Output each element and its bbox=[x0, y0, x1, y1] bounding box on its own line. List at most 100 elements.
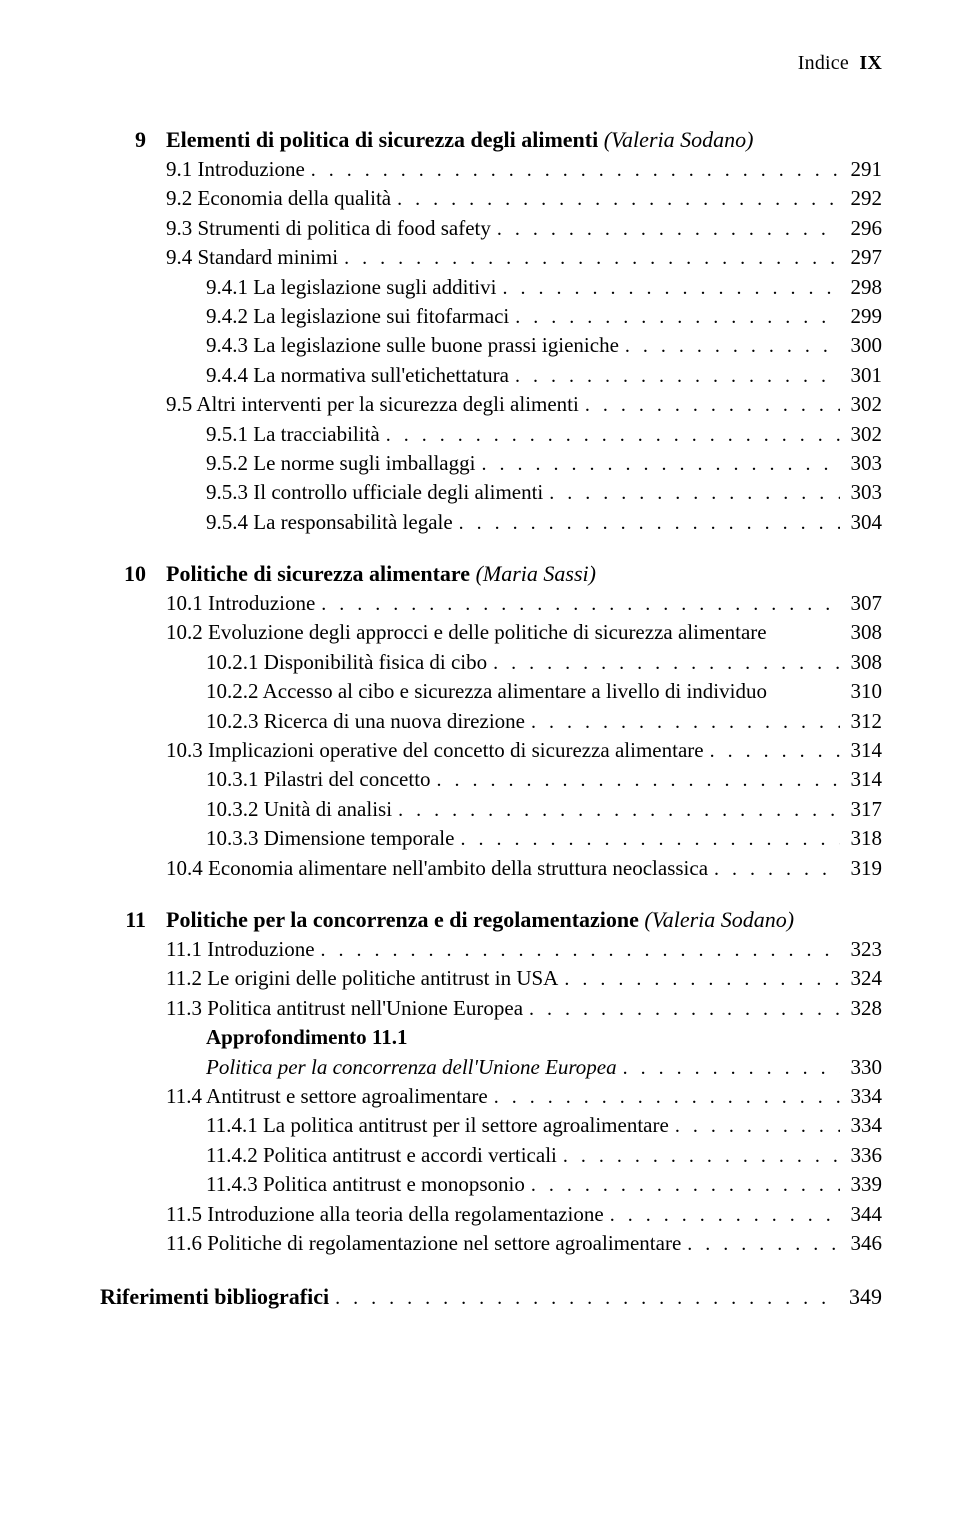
toc-entry: 11.4.2 Politica antitrust e accordi vert… bbox=[100, 1141, 882, 1170]
toc-entry-label: 9.5.3 Il controllo ufficiale degli alime… bbox=[206, 478, 543, 507]
toc-entry-label: 9.3 Strumenti di politica di food safety bbox=[166, 214, 491, 243]
toc-entry-page: 344 bbox=[840, 1200, 882, 1229]
toc-leader: . . . . . . . . . . . . . . . . . . . . … bbox=[617, 1054, 840, 1082]
toc-entry-label: 11.1 Introduzione bbox=[166, 935, 315, 964]
toc-leader: . . . . . . . . . . . . . . . . . . . . … bbox=[681, 1230, 840, 1258]
toc-leader: . . . . . . . . . . . . . . . . . . . . … bbox=[305, 156, 840, 184]
toc-entry-label: 10.2 Evoluzione degli approcci e delle p… bbox=[166, 618, 767, 647]
running-head-label: Indice bbox=[798, 52, 849, 74]
toc-entry-page: 307 bbox=[840, 589, 882, 618]
toc-entry-label: 9.5.1 La tracciabilità bbox=[206, 420, 380, 449]
toc-entry: 10.2 Evoluzione degli approcci e delle p… bbox=[100, 618, 882, 647]
toc-leader: . . . . . . . . . . . . . . . . . . . . … bbox=[315, 590, 840, 618]
toc-entry: 9.4.4 La normativa sull'etichettatura. .… bbox=[100, 361, 882, 390]
toc-entry-label: 11.5 Introduzione alla teoria della rego… bbox=[166, 1200, 604, 1229]
toc-entry-label: 11.4.3 Politica antitrust e monopsonio bbox=[206, 1170, 525, 1199]
toc-entry-page: 308 bbox=[840, 648, 882, 677]
running-head: Indice IX bbox=[100, 52, 882, 75]
toc-entry-page: 328 bbox=[840, 994, 882, 1023]
toc-entry-page: 310 bbox=[840, 677, 882, 706]
toc-leader: . . . . . . . . . . . . . . . . . . . . … bbox=[525, 1171, 840, 1199]
toc-entry: 10.3.3 Dimensione temporale. . . . . . .… bbox=[100, 824, 882, 853]
toc-leader: . . . . . . . . . . . . . . . . . . . . … bbox=[579, 391, 840, 419]
chapter-author: (Maria Sassi) bbox=[476, 561, 596, 586]
chapter-block: 10Politiche di sicurezza alimentare (Mar… bbox=[100, 561, 882, 883]
toc-entry-page: 334 bbox=[840, 1082, 882, 1111]
toc-entry-label: 9.1 Introduzione bbox=[166, 155, 305, 184]
toc-entry-page: 298 bbox=[840, 273, 882, 302]
toc-entry: 10.2.1 Disponibilità fisica di cibo. . .… bbox=[100, 648, 882, 677]
toc-entry-label: 9.4.2 La legislazione sui fitofarmaci bbox=[206, 302, 509, 331]
toc-entry-label: 10.4 Economia alimentare nell'ambito del… bbox=[166, 854, 708, 883]
toc-entry-label: 11.4 Antitrust e settore agroalimentare bbox=[166, 1082, 488, 1111]
toc-entry: 11.2 Le origini delle politiche antitrus… bbox=[100, 964, 882, 993]
toc-entry-page: 304 bbox=[840, 508, 882, 537]
toc-leader: . . . . . . . . . . . . . . . . . . . . … bbox=[475, 450, 840, 478]
toc-entry: Approfondimento 11.1 bbox=[100, 1023, 882, 1052]
toc-leader: . . . . . . . . . . . . . . . . . . . . … bbox=[329, 1287, 840, 1310]
chapter-number: 9 bbox=[100, 127, 166, 153]
chapter-block: 11Politiche per la concorrenza e di rego… bbox=[100, 907, 882, 1258]
toc-entry-page: 303 bbox=[840, 449, 882, 478]
references-row: Riferimenti bibliografici . . . . . . . … bbox=[100, 1284, 882, 1310]
toc-entry-page: 319 bbox=[840, 854, 882, 883]
chapter-author: (Valeria Sodano) bbox=[644, 907, 794, 932]
toc-entry: 9.4.3 La legislazione sulle buone prassi… bbox=[100, 331, 882, 360]
toc-entry-page: 318 bbox=[840, 824, 882, 853]
toc-entry: 9.4 Standard minimi. . . . . . . . . . .… bbox=[100, 243, 882, 272]
toc-leader: . . . . . . . . . . . . . . . . . . . . … bbox=[525, 708, 840, 736]
toc-entry-page: 314 bbox=[840, 736, 882, 765]
toc-entry-label: 9.4.1 La legislazione sugli additivi bbox=[206, 273, 496, 302]
toc-leader: . . . . . . . . . . . . . . . . . . . . … bbox=[391, 185, 840, 213]
toc-entry-page: 339 bbox=[840, 1170, 882, 1199]
toc-entry-page: 330 bbox=[840, 1053, 882, 1082]
toc-entry-label: 9.5 Altri interventi per la sicurezza de… bbox=[166, 390, 579, 419]
toc-entry-page: 317 bbox=[840, 795, 882, 824]
toc-leader: . . . . . . . . . . . . . . . . . . . . … bbox=[604, 1201, 840, 1229]
toc-entry: 10.2.3 Ricerca di una nuova direzione. .… bbox=[100, 707, 882, 736]
toc-entry-page: 303 bbox=[840, 478, 882, 507]
toc-entry-label: 10.3 Implicazioni operative del concetto… bbox=[166, 736, 704, 765]
toc-leader: . . . . . . . . . . . . . . . . . . . . … bbox=[380, 421, 840, 449]
toc-entry: 9.5.2 Le norme sugli imballaggi. . . . .… bbox=[100, 449, 882, 478]
toc-entry-page: 302 bbox=[840, 390, 882, 419]
references-title: Riferimenti bibliografici bbox=[100, 1284, 329, 1310]
toc-entry-page: 300 bbox=[840, 331, 882, 360]
chapter-title: Politiche per la concorrenza e di regola… bbox=[166, 907, 794, 933]
toc-leader: . . . . . . . . . . . . . . . . . . . . … bbox=[487, 649, 840, 677]
toc-body: 9Elementi di politica di sicurezza degli… bbox=[100, 127, 882, 1258]
toc-entry-label: 11.2 Le origini delle politiche antitrus… bbox=[166, 964, 558, 993]
toc-entry-label: 11.3 Politica antitrust nell'Unione Euro… bbox=[166, 994, 523, 1023]
toc-entry: 9.4.2 La legislazione sui fitofarmaci. .… bbox=[100, 302, 882, 331]
toc-entry: 9.4.1 La legislazione sugli additivi. . … bbox=[100, 273, 882, 302]
toc-entry: 10.1 Introduzione. . . . . . . . . . . .… bbox=[100, 589, 882, 618]
toc-entry-page: 297 bbox=[840, 243, 882, 272]
chapter-number: 10 bbox=[100, 561, 166, 587]
toc-entry-page: 336 bbox=[840, 1141, 882, 1170]
toc-entry-label: Approfondimento 11.1 bbox=[206, 1023, 407, 1052]
toc-entry-label: 10.2.3 Ricerca di una nuova direzione bbox=[206, 707, 525, 736]
toc-leader: . . . . . . . . . . . . . . . . . . . . … bbox=[669, 1112, 840, 1140]
toc-entry: 9.1 Introduzione. . . . . . . . . . . . … bbox=[100, 155, 882, 184]
toc-leader: . . . . . . . . . . . . . . . . . . . . … bbox=[491, 215, 840, 243]
toc-entry: Politica per la concorrenza dell'Unione … bbox=[100, 1053, 882, 1082]
toc-entry-label: 10.3.2 Unità di analisi bbox=[206, 795, 392, 824]
toc-leader: . . . . . . . . . . . . . . . . . . . . … bbox=[453, 509, 840, 537]
toc-entry-label: 9.4 Standard minimi bbox=[166, 243, 338, 272]
toc-entry: 11.3 Politica antitrust nell'Unione Euro… bbox=[100, 994, 882, 1023]
chapter-title-row: 10Politiche di sicurezza alimentare (Mar… bbox=[100, 561, 882, 587]
toc-entry: 9.5.4 La responsabilità legale. . . . . … bbox=[100, 508, 882, 537]
toc-entry-label: 11.4.2 Politica antitrust e accordi vert… bbox=[206, 1141, 557, 1170]
toc-entry: 9.5.1 La tracciabilità. . . . . . . . . … bbox=[100, 420, 882, 449]
toc-entry: 10.3 Implicazioni operative del concetto… bbox=[100, 736, 882, 765]
toc-entry-label: 10.2.1 Disponibilità fisica di cibo bbox=[206, 648, 487, 677]
toc-entry: 11.6 Politiche di regolamentazione nel s… bbox=[100, 1229, 882, 1258]
toc-entry-label: 9.4.3 La legislazione sulle buone prassi… bbox=[206, 331, 619, 360]
chapter-number: 11 bbox=[100, 907, 166, 933]
toc-leader: . . . . . . . . . . . . . . . . . . . . … bbox=[509, 303, 840, 331]
toc-entry-page: 323 bbox=[840, 935, 882, 964]
toc-entry: 9.3 Strumenti di politica di food safety… bbox=[100, 214, 882, 243]
toc-entry-label: 10.2.2 Accesso al cibo e sicurezza alime… bbox=[206, 677, 767, 706]
toc-entry-page: 296 bbox=[840, 214, 882, 243]
chapter-title: Elementi di politica di sicurezza degli … bbox=[166, 127, 753, 153]
